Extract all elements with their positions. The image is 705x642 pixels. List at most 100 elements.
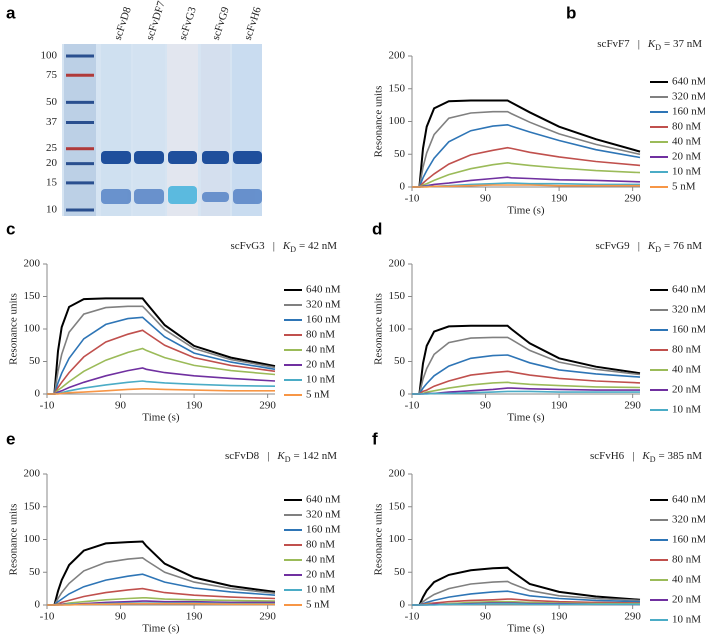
y-tick-label: 50 xyxy=(394,148,406,160)
marker-label: 10 xyxy=(46,204,58,216)
sensorgram-line xyxy=(412,580,641,606)
legend-label: 20 nM xyxy=(672,151,701,163)
ladder-band xyxy=(66,54,94,58)
legend-label: 20 nM xyxy=(306,569,335,581)
y-tick-label: 150 xyxy=(24,290,41,302)
y-tick-label: 200 xyxy=(389,258,406,270)
sensorgram-line xyxy=(47,297,276,395)
sensorgram-line xyxy=(47,573,276,606)
band xyxy=(168,151,197,164)
sensorgram-line xyxy=(412,370,641,395)
legend-label: 80 nM xyxy=(672,121,701,133)
sensorgram-line xyxy=(47,388,275,395)
gel-lane xyxy=(133,44,165,216)
x-tick-label: 190 xyxy=(551,611,568,623)
ladder-lane xyxy=(64,44,96,216)
y-axis-label: Resonance units xyxy=(373,504,385,576)
x-axis-label: Time (s) xyxy=(142,623,180,635)
legend-label: 320 nM xyxy=(306,299,341,311)
chart-title: scFvH6 | KD = 385 nM xyxy=(590,450,702,465)
sensorgram-line xyxy=(412,146,641,188)
panel-label: d xyxy=(372,219,382,238)
band xyxy=(101,151,131,164)
band xyxy=(202,192,229,202)
kd-subscript: D xyxy=(650,455,656,464)
title-name: scFvG9 xyxy=(595,240,630,252)
lane-label: scFvD8 xyxy=(112,5,134,42)
legend-label: 160 nM xyxy=(306,314,341,326)
y-tick-label: 0 xyxy=(400,388,406,400)
band xyxy=(134,189,164,204)
y-axis-label: Resonance units xyxy=(8,504,20,576)
y-tick-label: 150 xyxy=(24,500,41,512)
sensorgram-line xyxy=(412,602,640,606)
legend-label: 640 nM xyxy=(306,284,341,296)
sensorgram-line xyxy=(47,347,276,395)
kd-subscript: D xyxy=(655,43,661,52)
kd-value: = 37 nM xyxy=(664,38,702,50)
x-tick-label: -10 xyxy=(405,193,420,205)
band xyxy=(233,189,262,204)
sensorgram-line xyxy=(412,123,641,188)
ladder-band xyxy=(66,181,94,185)
lane-label: scFvG9 xyxy=(210,5,232,42)
x-tick-label: 190 xyxy=(186,611,203,623)
legend-label: 640 nM xyxy=(306,494,341,506)
x-tick-label: -10 xyxy=(405,400,420,412)
gel-bands xyxy=(101,151,262,164)
legend-label: 80 nM xyxy=(306,329,335,341)
sensorgram-line xyxy=(412,99,641,188)
legend-label: 640 nM xyxy=(672,284,705,296)
chart-title: scFvD8 | KD = 142 nM xyxy=(225,450,337,465)
panel-label: a xyxy=(6,3,16,22)
marker-label: 75 xyxy=(46,69,58,81)
x-tick-label: 90 xyxy=(115,400,127,412)
x-tick-label: 290 xyxy=(624,193,641,205)
y-axis-label: Resonance units xyxy=(373,86,385,158)
x-tick-label: -10 xyxy=(40,611,55,623)
legend-label: 80 nM xyxy=(306,539,335,551)
y-tick-label: 150 xyxy=(389,82,406,94)
ladder-band xyxy=(66,120,94,124)
sensorgram-line xyxy=(47,367,276,395)
x-tick-label: 290 xyxy=(624,611,641,623)
sensorgram-line xyxy=(412,110,641,188)
marker-label: 15 xyxy=(46,176,58,188)
title-separator: | xyxy=(632,450,634,462)
y-tick-label: 150 xyxy=(389,500,406,512)
sensorgram-line xyxy=(412,324,641,395)
gel-lane xyxy=(232,44,262,216)
legend-label: 160 nM xyxy=(672,534,705,546)
kd-symbol: K xyxy=(647,240,656,252)
chart-title: scFvF7 | KD = 37 nM xyxy=(597,38,702,53)
kd-subscript: D xyxy=(285,455,291,464)
y-tick-label: 50 xyxy=(394,566,406,578)
sensorgram-line xyxy=(47,540,276,606)
sensorgram-line xyxy=(412,336,641,395)
y-tick-label: 200 xyxy=(24,468,41,480)
x-axis-label: Time (s) xyxy=(507,205,545,217)
ladder-band xyxy=(66,100,94,104)
band xyxy=(134,151,164,164)
kd-value: = 42 nM xyxy=(299,240,337,252)
band xyxy=(202,151,229,164)
kd-value: = 385 nM xyxy=(659,450,703,462)
legend-label: 320 nM xyxy=(672,304,705,316)
sensorgram-line xyxy=(47,602,275,606)
title-name: scFvH6 xyxy=(590,450,625,462)
y-tick-label: 0 xyxy=(400,181,406,193)
marker-label: 100 xyxy=(41,50,58,62)
x-axis-label: Time (s) xyxy=(507,412,545,424)
kd-symbol: K xyxy=(647,38,656,50)
legend-label: 320 nM xyxy=(672,514,705,526)
legend-label: 10 nM xyxy=(672,614,701,626)
y-tick-label: 50 xyxy=(394,355,406,367)
band xyxy=(168,186,197,204)
sensorgram-line xyxy=(412,184,640,188)
title-name: scFvG3 xyxy=(230,240,265,252)
legend-label: 5 nM xyxy=(306,389,330,401)
y-tick-label: 150 xyxy=(389,290,406,302)
legend-label: 20 nM xyxy=(672,384,701,396)
legend-label: 320 nM xyxy=(306,509,341,521)
